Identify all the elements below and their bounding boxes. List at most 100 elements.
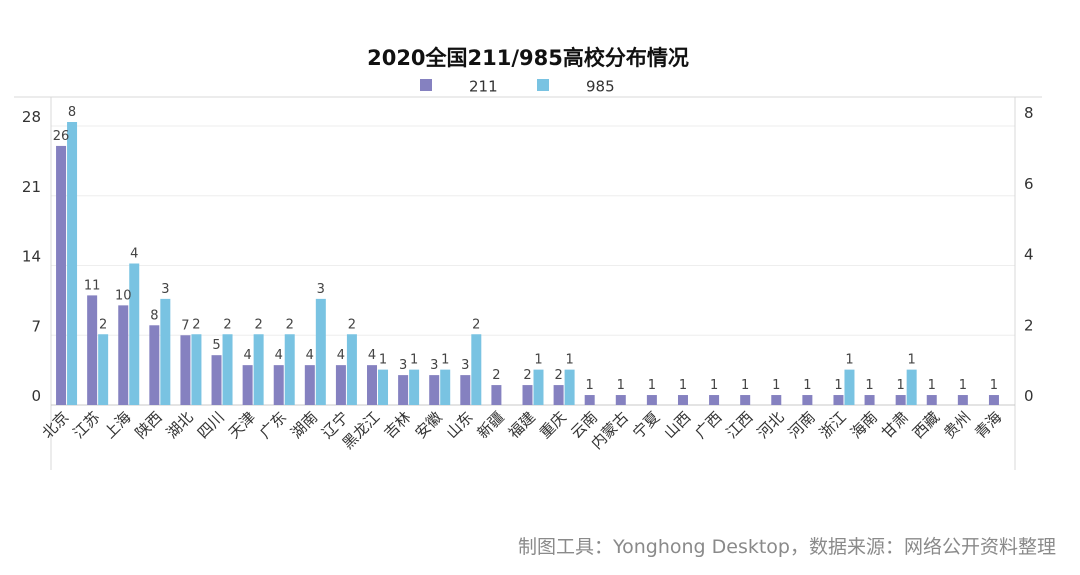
bar-985-吉林 — [409, 369, 420, 405]
bar-211-河南 — [802, 395, 813, 405]
category-label-陕西: 陕西 — [132, 408, 166, 442]
data-label-211-甘肃: 1 — [897, 378, 905, 393]
category-label-河南: 河南 — [785, 408, 819, 442]
category-label-广东: 广东 — [256, 408, 290, 442]
data-label-211-西藏: 1 — [928, 378, 936, 393]
bar-211-山西 — [677, 395, 688, 405]
data-label-211-内蒙古: 1 — [617, 378, 625, 393]
category-label-浙江: 浙江 — [816, 408, 850, 442]
bar-211-新疆 — [491, 385, 502, 405]
data-label-985-广东: 2 — [286, 317, 294, 332]
category-label-吉林: 吉林 — [380, 408, 414, 442]
bar-211-上海 — [118, 305, 129, 405]
left-tick-label: 14 — [22, 248, 41, 266]
bar-211-江西 — [740, 395, 751, 405]
bar-985-甘肃 — [906, 369, 917, 405]
data-label-211-四川: 5 — [212, 338, 220, 353]
data-label-211-北京: 26 — [53, 129, 70, 144]
data-label-985-江苏: 2 — [99, 317, 107, 332]
right-tick-label: 4 — [1024, 246, 1034, 264]
data-label-211-福建: 2 — [523, 368, 531, 383]
data-label-211-青海: 1 — [990, 378, 998, 393]
data-label-985-福建: 1 — [534, 353, 542, 368]
category-label-福建: 福建 — [505, 408, 539, 442]
data-label-211-广东: 4 — [275, 348, 283, 363]
data-label-985-北京: 8 — [68, 105, 76, 120]
bar-211-内蒙古 — [615, 395, 626, 405]
data-label-211-浙江: 1 — [834, 378, 842, 393]
bar-211-吉林 — [398, 375, 409, 405]
bar-211-海南 — [864, 395, 875, 405]
left-tick-label: 0 — [31, 387, 41, 405]
category-label-新疆: 新疆 — [474, 408, 508, 442]
data-label-211-陕西: 8 — [150, 308, 158, 323]
data-label-211-安徽: 3 — [430, 358, 438, 373]
legend-swatch-985 — [537, 79, 549, 91]
data-label-985-黑龙江: 1 — [379, 353, 387, 368]
bar-211-湖北 — [180, 335, 191, 405]
data-label-985-安徽: 1 — [441, 353, 449, 368]
data-label-985-天津: 2 — [254, 317, 262, 332]
data-label-211-山东: 3 — [461, 358, 469, 373]
category-label-山东: 山东 — [443, 408, 477, 442]
data-label-211-贵州: 1 — [959, 378, 967, 393]
category-label-青海: 青海 — [971, 408, 1005, 442]
bar-211-云南 — [584, 395, 595, 405]
bar-985-福建 — [533, 369, 544, 405]
data-label-211-吉林: 3 — [399, 358, 407, 373]
bar-985-湖南 — [315, 298, 326, 405]
data-label-985-上海: 4 — [130, 247, 138, 262]
bar-985-四川 — [222, 334, 233, 405]
data-label-985-辽宁: 2 — [348, 317, 356, 332]
data-label-211-海南: 1 — [865, 378, 873, 393]
right-tick-label: 8 — [1024, 104, 1034, 122]
data-label-985-山东: 2 — [472, 317, 480, 332]
legend-label-211: 211 — [469, 78, 498, 96]
gridlines — [51, 125, 1015, 336]
data-label-985-湖南: 3 — [317, 282, 325, 297]
bar-211-西藏 — [926, 395, 937, 405]
bar-211-贵州 — [957, 395, 968, 405]
category-label-贵州: 贵州 — [940, 408, 974, 442]
category-label-河北: 河北 — [754, 408, 788, 442]
bar-211-广东 — [273, 365, 284, 405]
bar-211-重庆 — [553, 385, 564, 405]
data-label-211-上海: 10 — [115, 288, 132, 303]
bar-985-重庆 — [564, 369, 575, 405]
category-labels: 北京江苏上海陕西湖北四川天津广东湖南辽宁黑龙江吉林安徽山东新疆福建重庆云南内蒙古… — [38, 408, 1005, 453]
bar-211-黑龙江 — [367, 365, 378, 405]
bar-985-广东 — [284, 334, 295, 405]
data-label-211-河南: 1 — [803, 378, 811, 393]
bar-211-广西 — [709, 395, 720, 405]
data-label-985-四川: 2 — [223, 317, 231, 332]
data-label-211-湖南: 4 — [306, 348, 314, 363]
bars — [56, 122, 999, 405]
category-label-湖南: 湖南 — [287, 408, 321, 442]
bar-211-四川 — [211, 355, 222, 405]
category-label-上海: 上海 — [101, 408, 135, 442]
bar-211-福建 — [522, 385, 533, 405]
bar-985-山东 — [471, 334, 482, 405]
bar-985-天津 — [253, 334, 264, 405]
bar-211-青海 — [988, 395, 999, 405]
bar-211-湖南 — [304, 365, 315, 405]
source-footer: 制图工具：Yonghong Desktop，数据来源：网络公开资料整理 — [518, 536, 1056, 558]
bar-985-安徽 — [440, 369, 451, 405]
bar-985-上海 — [129, 263, 140, 405]
bar-211-浙江 — [833, 395, 844, 405]
legend-swatch-211 — [420, 79, 432, 91]
data-label-211-重庆: 2 — [554, 368, 562, 383]
data-label-985-吉林: 1 — [410, 353, 418, 368]
right-tick-label: 2 — [1024, 316, 1034, 334]
data-label-211-河北: 1 — [772, 378, 780, 393]
right-tick-label: 0 — [1024, 387, 1034, 405]
data-label-985-浙江: 1 — [845, 353, 853, 368]
legend-label-985: 985 — [586, 78, 615, 96]
data-label-211-云南: 1 — [586, 378, 594, 393]
bar-211-江苏 — [87, 295, 98, 405]
data-label-211-黑龙江: 4 — [368, 348, 376, 363]
data-label-211-新疆: 2 — [492, 368, 500, 383]
